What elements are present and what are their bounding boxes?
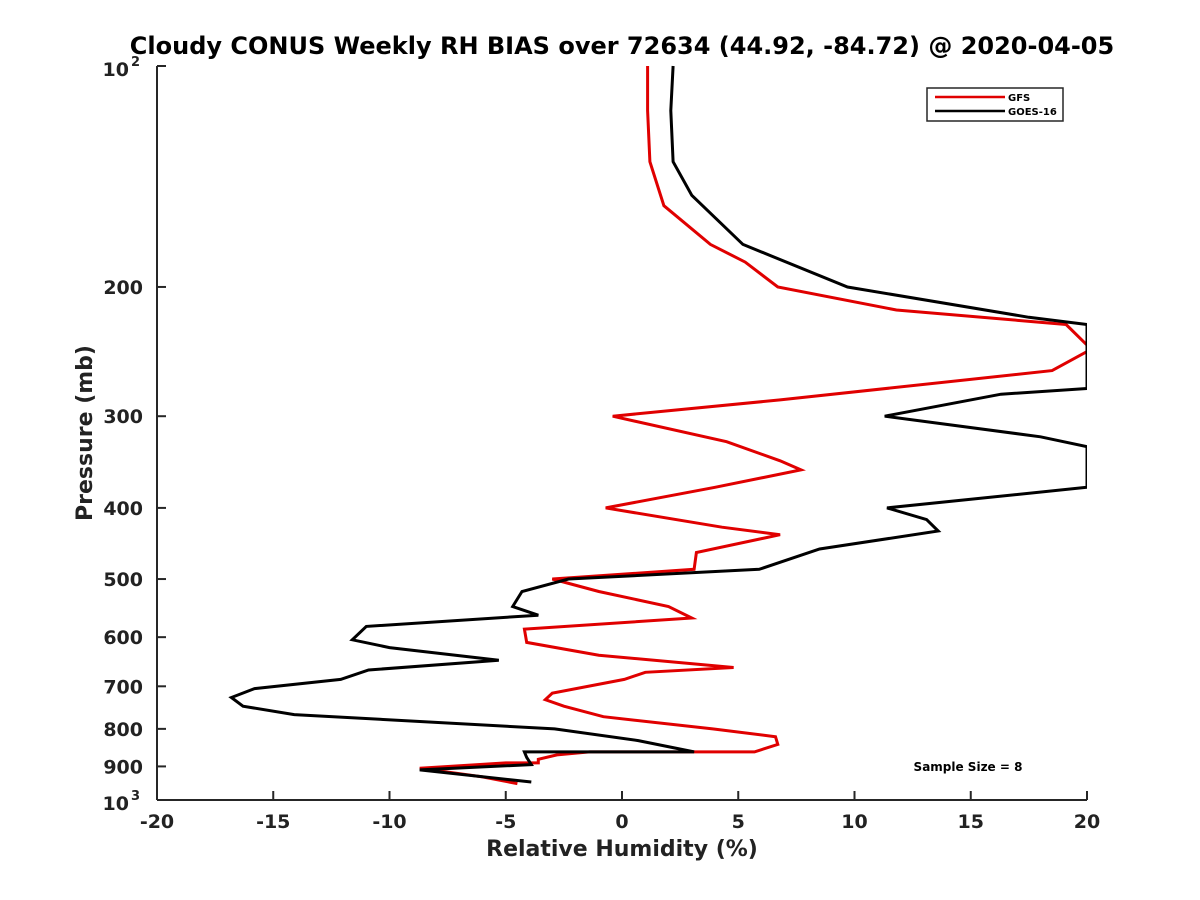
chart-title: Cloudy CONUS Weekly RH BIAS over 72634 (… — [130, 32, 1114, 60]
x-tick-label: -5 — [495, 811, 516, 833]
y-tick-label: 500 — [103, 569, 143, 591]
y-tick-label: 600 — [103, 627, 143, 649]
y-tick-label-top: 10 2 — [103, 55, 141, 81]
y-tick-label: 800 — [103, 719, 143, 741]
y-tick-label: 900 — [103, 756, 143, 778]
y-tick-label-bottom: 10 3 — [103, 789, 141, 815]
x-tick-label: 20 — [1074, 811, 1100, 833]
y-top-base: 10 — [103, 59, 129, 81]
y-bottom-exp: 3 — [131, 789, 140, 804]
x-tick-label: -20 — [140, 811, 174, 833]
y-bottom-base: 10 — [103, 793, 129, 815]
x-tick-label: -10 — [372, 811, 406, 833]
x-ticks: -20 -15 -10 -5 0 5 10 15 20 — [140, 791, 1100, 833]
sample-size-annotation: Sample Size = 8 — [914, 760, 1023, 774]
x-tick-label: 5 — [732, 811, 745, 833]
y-ticks: 200 300 400 500 600 700 800 900 — [103, 65, 166, 801]
y-tick-label: 700 — [103, 676, 143, 698]
legend: GFS GOES-16 — [926, 87, 1064, 122]
y-tick-label: 300 — [103, 406, 143, 428]
y-tick-label: 200 — [103, 277, 143, 299]
x-tick-label: 0 — [615, 811, 628, 833]
x-tick-label: 10 — [841, 811, 867, 833]
y-axis-label: Pressure (mb) — [73, 345, 98, 521]
x-tick-label: -15 — [256, 811, 290, 833]
legend-box — [926, 87, 1064, 122]
legend-label-goes16: GOES-16 — [1008, 107, 1057, 118]
legend-label-gfs: GFS — [1008, 93, 1030, 104]
series-layer — [228, 65, 1087, 786]
x-tick-label: 15 — [958, 811, 984, 833]
plot-area: -20 -15 -10 -5 0 5 10 15 20 200 300 400 500 600 700 80… — [103, 65, 1100, 833]
y-top-exp: 2 — [131, 55, 140, 70]
series-line-gfs — [419, 66, 1087, 786]
series-line-goes16 — [228, 65, 1087, 784]
y-tick-label: 400 — [103, 498, 143, 520]
x-axis-label: Relative Humidity (%) — [486, 837, 758, 862]
